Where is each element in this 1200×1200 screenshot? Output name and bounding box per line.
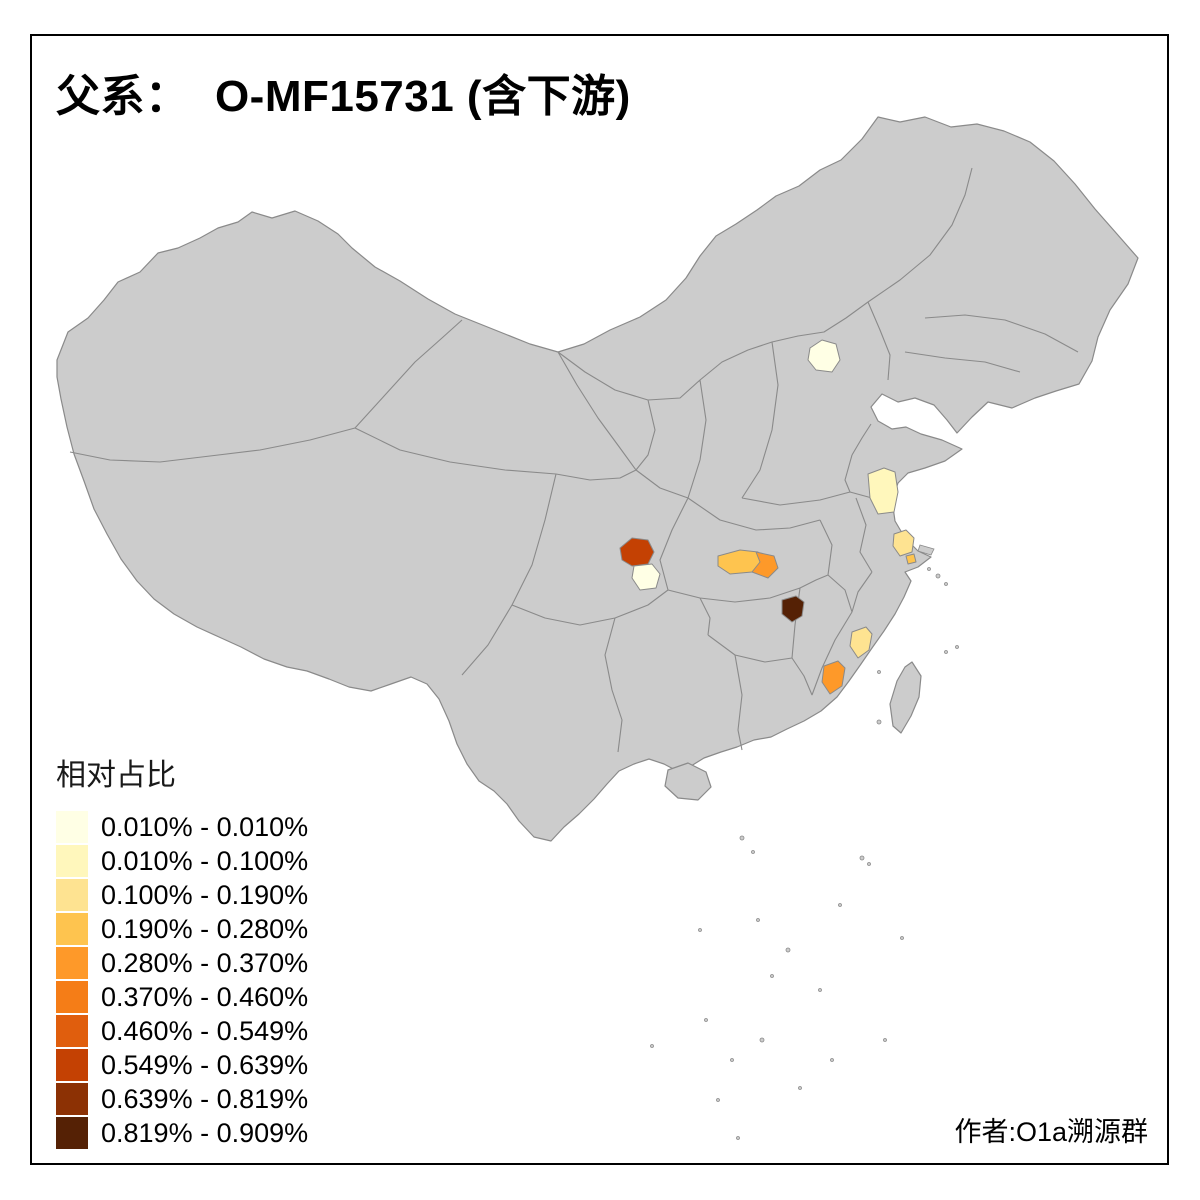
chongqing-region (619, 537, 655, 567)
legend-swatch (56, 845, 88, 877)
plot-frame (30, 34, 1169, 1165)
hainan-island (664, 762, 712, 801)
legend-title: 相对占比 (56, 759, 176, 792)
shanghai-south-dot (905, 553, 917, 565)
legend-item: 0.010% - 0.100% (56, 844, 308, 878)
shanghai-region (892, 529, 915, 557)
legend-swatch (56, 811, 88, 843)
legend-label: 0.460% - 0.549% (101, 1015, 309, 1046)
taiwan-island (889, 661, 922, 734)
small-islands (650, 567, 959, 1140)
legend-item: 0.190% - 0.280% (56, 912, 308, 946)
legend-item: 0.280% - 0.370% (56, 946, 308, 980)
fujian-coast-region (849, 626, 873, 659)
legend-swatch (56, 1117, 88, 1149)
page-title: 父系： O-MF15731 (含下游) (56, 72, 631, 121)
beijing-region (807, 339, 841, 373)
legend-label: 0.370% - 0.460% (101, 981, 309, 1012)
legend-swatch (56, 947, 88, 979)
fujian-south-region (821, 660, 846, 695)
legend-item: 0.639% - 0.819% (56, 1082, 308, 1116)
province-borders (69, 167, 1079, 753)
legend-item: 0.100% - 0.190% (56, 878, 308, 912)
legend-swatch (56, 913, 88, 945)
chongming-island (917, 544, 935, 556)
legend-item: 0.549% - 0.639% (56, 1048, 308, 1082)
legend-label: 0.549% - 0.639% (101, 1049, 309, 1080)
legend-label: 0.639% - 0.819% (101, 1083, 309, 1114)
legend-label: 0.819% - 0.909% (101, 1117, 309, 1148)
legend-item: 0.460% - 0.549% (56, 1014, 308, 1048)
author-credit: 作者:O1a溯源群 (954, 1117, 1148, 1147)
chongqing-south-region (631, 563, 661, 591)
hubei-east-band (751, 551, 779, 579)
jiangxi-west-region (781, 595, 805, 623)
legend-swatch (56, 879, 88, 911)
legend-item: 0.010% - 0.010% (56, 810, 308, 844)
legend-label: 0.100% - 0.190% (101, 879, 309, 910)
legend-swatch (56, 1049, 88, 1081)
legend-item: 0.370% - 0.460% (56, 980, 308, 1014)
legend-label: 0.010% - 0.010% (101, 811, 309, 842)
legend-swatch (56, 1015, 88, 1047)
jiangsu-coast-region (867, 467, 899, 515)
legend-swatch (56, 1083, 88, 1115)
legend-item: 0.819% - 0.909% (56, 1116, 308, 1150)
legend-label: 0.190% - 0.280% (101, 913, 309, 944)
legend: 相对占比 0.010% - 0.010% 0.010% - 0.100% 0.1… (56, 750, 308, 1150)
legend-label: 0.010% - 0.100% (101, 845, 309, 876)
legend-label: 0.280% - 0.370% (101, 947, 309, 978)
legend-swatch (56, 981, 88, 1013)
